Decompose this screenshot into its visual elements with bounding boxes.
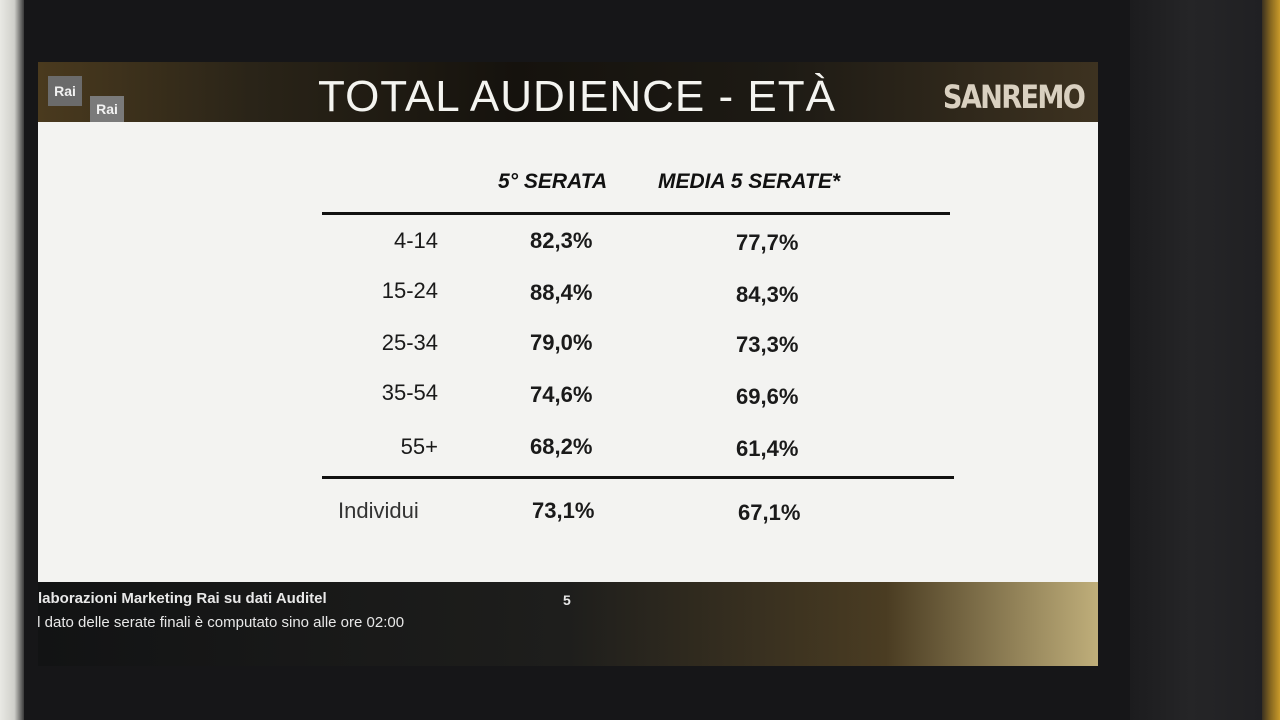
media-value: 69,6% — [736, 384, 799, 409]
media-value: 73,3% — [736, 332, 799, 357]
slide-footer: Elaborazioni Marketing Rai su dati Audit… — [38, 582, 1098, 666]
media-value: 84,3% — [736, 282, 799, 307]
column-header-media: MEDIA 5 SERATE* — [658, 170, 841, 193]
total-divider — [322, 476, 954, 479]
age-label: 55+ — [400, 434, 438, 459]
slide-title: TOTAL AUDIENCE - ETÀ — [318, 72, 836, 121]
serata-value: 74,6% — [530, 382, 593, 407]
serata-value: 79,0% — [530, 330, 593, 355]
total-label: Individui — [338, 498, 419, 523]
total-serata-value: 73,1% — [532, 498, 595, 523]
source-note: Elaborazioni Marketing Rai su dati Audit… — [38, 590, 327, 607]
age-label: 4-14 — [393, 228, 438, 253]
monitor-bezel — [1130, 0, 1280, 720]
page-number: 5 — [563, 592, 571, 608]
slide-header: Rai Rai TOTAL AUDIENCE - ETÀ SANREMO — [38, 62, 1098, 122]
presentation-slide: Rai Rai TOTAL AUDIENCE - ETÀ SANREMO 5° … — [38, 62, 1098, 666]
sanremo-logo: SANREMO — [942, 78, 1086, 116]
background-glint — [1262, 0, 1280, 720]
rai-logo: Rai — [48, 76, 82, 106]
background-wall — [0, 0, 24, 720]
age-label: 25-34 — [381, 330, 438, 355]
footnote: *il dato delle serate finali è computato… — [38, 614, 405, 631]
column-header-serata: 5° SERATA — [498, 170, 608, 193]
total-media-value: 67,1% — [738, 500, 801, 525]
serata-value: 68,2% — [530, 434, 593, 459]
serata-value: 82,3% — [530, 228, 593, 253]
media-value: 61,4% — [736, 436, 799, 461]
media-value: 77,7% — [736, 230, 799, 255]
age-label: 15-24 — [381, 278, 438, 303]
rai-logo-secondary: Rai — [90, 96, 124, 122]
serata-value: 88,4% — [530, 280, 593, 305]
age-label: 35-54 — [381, 380, 438, 405]
header-divider — [322, 212, 950, 215]
